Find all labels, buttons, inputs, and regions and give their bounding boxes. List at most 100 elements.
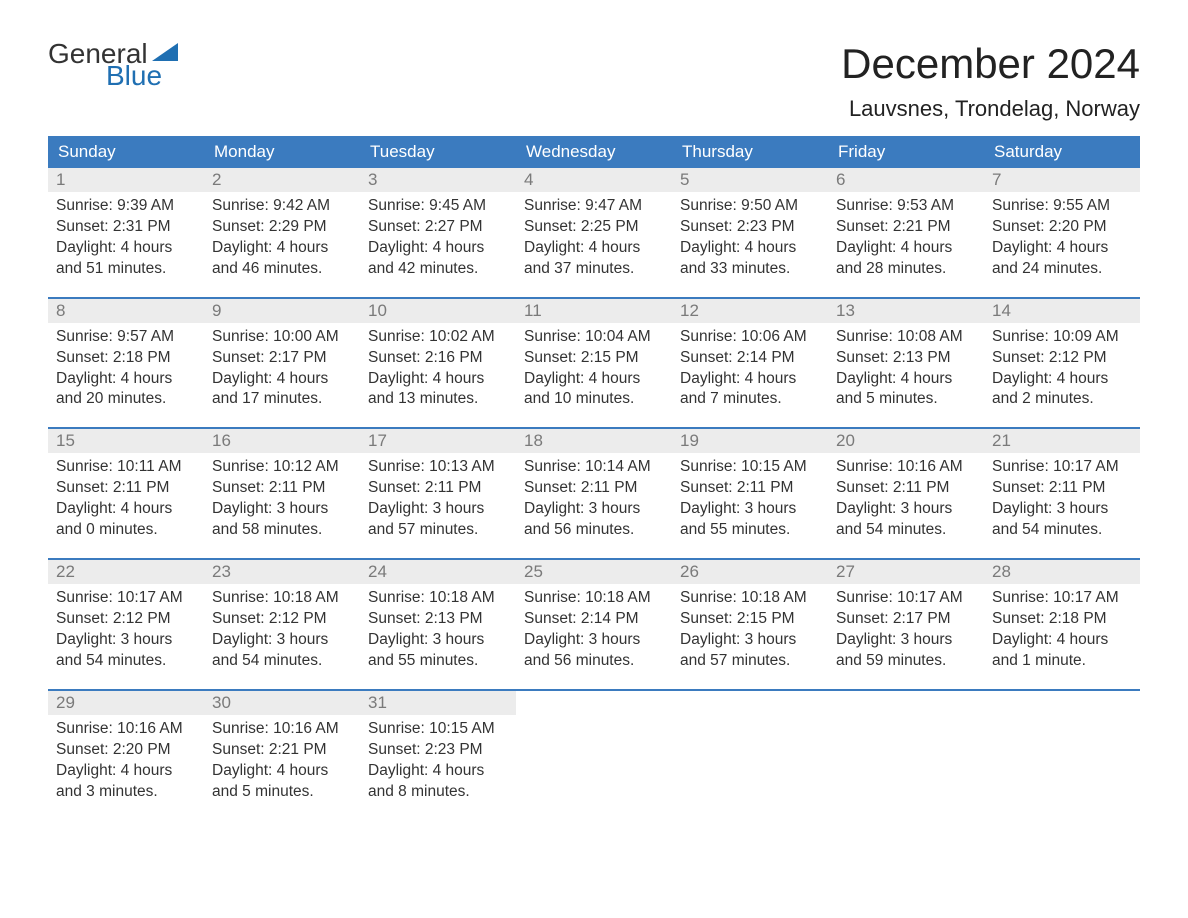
days-of-week-row: Sunday Monday Tuesday Wednesday Thursday…	[48, 136, 1140, 168]
day-number: 1	[48, 168, 204, 192]
daylight2-text: and 56 minutes.	[524, 651, 664, 672]
sunrise-text: Sunrise: 10:08 AM	[836, 327, 976, 348]
day-detail-cell: Sunrise: 9:42 AMSunset: 2:29 PMDaylight:…	[204, 192, 360, 284]
day-detail-cell: Sunrise: 10:02 AMSunset: 2:16 PMDaylight…	[360, 323, 516, 415]
day-number: 17	[360, 428, 516, 453]
daylight1-text: Daylight: 4 hours	[56, 761, 196, 782]
day-number: 20	[828, 428, 984, 453]
daylight1-text: Daylight: 4 hours	[212, 761, 352, 782]
day-number: 13	[828, 298, 984, 323]
daylight1-text: Daylight: 4 hours	[368, 238, 508, 259]
daylight2-text: and 13 minutes.	[368, 389, 508, 410]
day-detail-cell: Sunrise: 10:17 AMSunset: 2:18 PMDaylight…	[984, 584, 1140, 676]
day-detail-cell: Sunrise: 9:53 AMSunset: 2:21 PMDaylight:…	[828, 192, 984, 284]
daylight2-text: and 59 minutes.	[836, 651, 976, 672]
daylight1-text: Daylight: 3 hours	[524, 630, 664, 651]
week-separator	[48, 676, 1140, 690]
sunset-text: Sunset: 2:31 PM	[56, 217, 196, 238]
daylight1-text: Daylight: 3 hours	[680, 499, 820, 520]
day-number: 28	[984, 559, 1140, 584]
day-detail-cell: Sunrise: 9:50 AMSunset: 2:23 PMDaylight:…	[672, 192, 828, 284]
day-detail-cell: Sunrise: 10:08 AMSunset: 2:13 PMDaylight…	[828, 323, 984, 415]
day-number: 7	[984, 168, 1140, 192]
sunset-text: Sunset: 2:17 PM	[212, 348, 352, 369]
day-detail-cell: Sunrise: 10:18 AMSunset: 2:13 PMDaylight…	[360, 584, 516, 676]
day-number: 29	[48, 690, 204, 715]
sunrise-text: Sunrise: 10:11 AM	[56, 457, 196, 478]
detail-row: Sunrise: 10:11 AMSunset: 2:11 PMDaylight…	[48, 453, 1140, 545]
daynum-row: 22232425262728	[48, 559, 1140, 584]
daylight2-text: and 58 minutes.	[212, 520, 352, 541]
day-number: 3	[360, 168, 516, 192]
sunrise-text: Sunrise: 9:45 AM	[368, 196, 508, 217]
daylight1-text: Daylight: 4 hours	[368, 369, 508, 390]
day-detail-cell: Sunrise: 10:17 AMSunset: 2:17 PMDaylight…	[828, 584, 984, 676]
dow-tuesday: Tuesday	[360, 136, 516, 168]
daylight1-text: Daylight: 4 hours	[524, 369, 664, 390]
daynum-row: 891011121314	[48, 298, 1140, 323]
day-number: 23	[204, 559, 360, 584]
sunset-text: Sunset: 2:11 PM	[524, 478, 664, 499]
empty-cell	[828, 690, 984, 715]
sunset-text: Sunset: 2:15 PM	[680, 609, 820, 630]
day-number: 6	[828, 168, 984, 192]
daylight2-text: and 57 minutes.	[368, 520, 508, 541]
sunset-text: Sunset: 2:15 PM	[524, 348, 664, 369]
sunset-text: Sunset: 2:27 PM	[368, 217, 508, 238]
daylight2-text: and 55 minutes.	[368, 651, 508, 672]
day-number: 21	[984, 428, 1140, 453]
daylight1-text: Daylight: 4 hours	[680, 369, 820, 390]
daylight2-text: and 37 minutes.	[524, 259, 664, 280]
daylight1-text: Daylight: 4 hours	[836, 369, 976, 390]
day-detail-cell: Sunrise: 10:14 AMSunset: 2:11 PMDaylight…	[516, 453, 672, 545]
day-detail-cell: Sunrise: 10:15 AMSunset: 2:11 PMDaylight…	[672, 453, 828, 545]
empty-cell	[672, 690, 828, 715]
calendar-table: Sunday Monday Tuesday Wednesday Thursday…	[48, 136, 1140, 806]
daylight2-text: and 20 minutes.	[56, 389, 196, 410]
sunset-text: Sunset: 2:20 PM	[56, 740, 196, 761]
day-detail-cell: Sunrise: 10:06 AMSunset: 2:14 PMDaylight…	[672, 323, 828, 415]
sunset-text: Sunset: 2:14 PM	[680, 348, 820, 369]
sunset-text: Sunset: 2:16 PM	[368, 348, 508, 369]
logo-text-blue: Blue	[48, 62, 162, 90]
daylight2-text: and 5 minutes.	[212, 782, 352, 803]
sunrise-text: Sunrise: 9:42 AM	[212, 196, 352, 217]
header: General Blue December 2024 Lauvsnes, Tro…	[48, 40, 1140, 132]
day-detail-cell: Sunrise: 10:16 AMSunset: 2:20 PMDaylight…	[48, 715, 204, 807]
sunset-text: Sunset: 2:11 PM	[836, 478, 976, 499]
daylight1-text: Daylight: 4 hours	[56, 369, 196, 390]
sunrise-text: Sunrise: 10:02 AM	[368, 327, 508, 348]
day-detail-cell: Sunrise: 9:39 AMSunset: 2:31 PMDaylight:…	[48, 192, 204, 284]
daynum-row: 293031	[48, 690, 1140, 715]
sunset-text: Sunset: 2:11 PM	[56, 478, 196, 499]
daylight1-text: Daylight: 4 hours	[56, 238, 196, 259]
sunrise-text: Sunrise: 10:17 AM	[992, 457, 1132, 478]
daylight1-text: Daylight: 4 hours	[680, 238, 820, 259]
daylight2-text: and 28 minutes.	[836, 259, 976, 280]
week-separator	[48, 284, 1140, 298]
day-number: 12	[672, 298, 828, 323]
day-detail-cell: Sunrise: 10:09 AMSunset: 2:12 PMDaylight…	[984, 323, 1140, 415]
sunrise-text: Sunrise: 9:53 AM	[836, 196, 976, 217]
day-number: 9	[204, 298, 360, 323]
day-detail-cell: Sunrise: 10:18 AMSunset: 2:14 PMDaylight…	[516, 584, 672, 676]
daylight2-text: and 17 minutes.	[212, 389, 352, 410]
daylight2-text: and 3 minutes.	[56, 782, 196, 803]
day-detail-cell: Sunrise: 10:18 AMSunset: 2:15 PMDaylight…	[672, 584, 828, 676]
daylight1-text: Daylight: 4 hours	[212, 369, 352, 390]
sunrise-text: Sunrise: 10:17 AM	[992, 588, 1132, 609]
dow-sunday: Sunday	[48, 136, 204, 168]
sunrise-text: Sunrise: 10:09 AM	[992, 327, 1132, 348]
daylight1-text: Daylight: 3 hours	[368, 499, 508, 520]
daylight2-text: and 2 minutes.	[992, 389, 1132, 410]
sunrise-text: Sunrise: 10:17 AM	[836, 588, 976, 609]
daylight1-text: Daylight: 4 hours	[992, 630, 1132, 651]
detail-row: Sunrise: 10:17 AMSunset: 2:12 PMDaylight…	[48, 584, 1140, 676]
daylight2-text: and 5 minutes.	[836, 389, 976, 410]
daylight2-text: and 0 minutes.	[56, 520, 196, 541]
day-number: 25	[516, 559, 672, 584]
daylight1-text: Daylight: 3 hours	[836, 630, 976, 651]
sunrise-text: Sunrise: 10:15 AM	[368, 719, 508, 740]
logo: General Blue	[48, 40, 178, 90]
day-detail-cell: Sunrise: 10:18 AMSunset: 2:12 PMDaylight…	[204, 584, 360, 676]
